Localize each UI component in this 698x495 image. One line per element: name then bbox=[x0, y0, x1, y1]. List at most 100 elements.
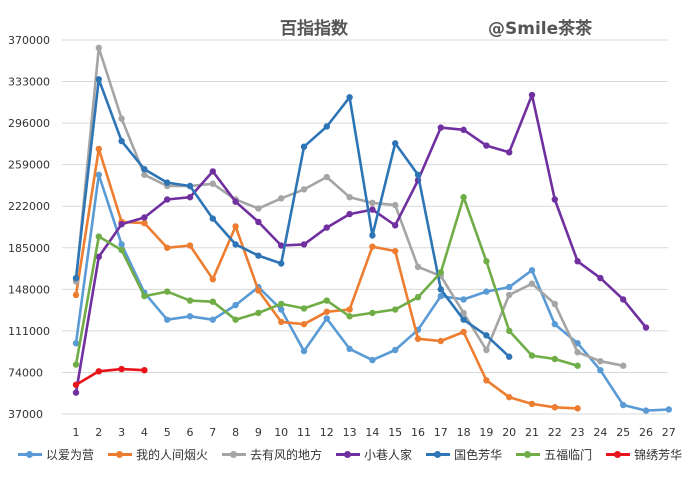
data-point bbox=[323, 297, 330, 304]
y-tick-label: 185000 bbox=[8, 242, 50, 255]
data-point bbox=[620, 401, 627, 409]
data-point bbox=[551, 300, 558, 308]
data-point bbox=[506, 393, 513, 401]
data-point bbox=[186, 242, 194, 249]
series-line bbox=[75, 367, 145, 386]
x-tick-label: 26 bbox=[639, 426, 653, 439]
x-tick-label: 13 bbox=[343, 426, 357, 439]
data-point bbox=[483, 258, 490, 265]
legend-swatch bbox=[222, 451, 247, 458]
data-point bbox=[392, 140, 399, 147]
data-point bbox=[72, 340, 80, 347]
x-tick-label: 10 bbox=[274, 426, 288, 439]
x-tick-label: 12 bbox=[320, 426, 334, 439]
data-point bbox=[232, 301, 239, 309]
data-point bbox=[186, 182, 194, 190]
data-point bbox=[141, 214, 148, 221]
data-point bbox=[346, 210, 353, 218]
data-point bbox=[141, 219, 148, 227]
series-国色芳华 bbox=[72, 76, 513, 360]
data-point bbox=[141, 292, 148, 300]
data-point bbox=[460, 296, 467, 303]
series-line bbox=[74, 93, 648, 393]
data-point bbox=[255, 309, 262, 317]
data-point bbox=[300, 320, 308, 328]
legend-swatch bbox=[18, 451, 42, 458]
data-point bbox=[392, 306, 399, 313]
x-tick-label: 1 bbox=[73, 426, 80, 439]
data-point bbox=[255, 252, 262, 259]
data-point bbox=[460, 328, 467, 336]
data-point bbox=[483, 142, 490, 149]
series-line bbox=[74, 195, 578, 367]
legend-swatch bbox=[336, 451, 361, 458]
x-tick-label: 14 bbox=[365, 426, 379, 439]
data-point bbox=[414, 335, 422, 342]
chart-legend: 以爱为营 我的人间烟火 去有风的地方 小巷人家 国色芳华 五福临门 锦绣芳华 bbox=[18, 446, 682, 463]
data-point bbox=[95, 253, 103, 260]
chart-title: 百指指数 bbox=[280, 19, 348, 39]
data-point bbox=[597, 366, 604, 374]
data-point bbox=[506, 283, 513, 291]
data-point bbox=[551, 404, 558, 411]
data-point bbox=[392, 222, 399, 229]
data-point bbox=[278, 260, 285, 267]
x-tick-label: 8 bbox=[232, 426, 239, 439]
data-point bbox=[574, 340, 581, 347]
data-point bbox=[392, 201, 399, 209]
data-point bbox=[597, 274, 604, 282]
data-point bbox=[232, 241, 239, 248]
data-point bbox=[209, 180, 216, 187]
data-point bbox=[437, 337, 444, 345]
data-point bbox=[460, 316, 467, 323]
legend-label: 我的人间烟火 bbox=[136, 448, 209, 462]
data-point bbox=[346, 94, 353, 101]
legend-label: 去有风的地方 bbox=[250, 448, 323, 462]
legend-label: 国色芳华 bbox=[454, 448, 503, 462]
x-tick-label: 3 bbox=[118, 426, 125, 439]
data-point bbox=[528, 352, 536, 359]
data-point bbox=[528, 91, 536, 99]
legend-item: 国色芳华 bbox=[426, 446, 502, 463]
data-point bbox=[483, 288, 490, 295]
data-point bbox=[369, 309, 376, 317]
y-tick-label: 148000 bbox=[8, 283, 50, 296]
data-point bbox=[346, 194, 353, 201]
data-point bbox=[164, 244, 171, 251]
x-tick-label: 22 bbox=[548, 426, 562, 439]
data-point bbox=[232, 198, 239, 205]
data-point bbox=[118, 365, 125, 373]
data-point bbox=[323, 224, 330, 231]
legend-label: 以爱为营 bbox=[46, 448, 95, 462]
y-tick-labels: 37000 74000 111000 148000 185000 222000 259000… bbox=[8, 34, 50, 421]
data-point bbox=[72, 361, 80, 368]
data-point bbox=[642, 407, 650, 414]
x-tick-label: 18 bbox=[457, 426, 471, 439]
y-tick-label: 37000 bbox=[8, 408, 43, 421]
x-tick-labels: 1 2 3 4 5 6 7 8 9 10 11 12 13 14 15 16 17 18 19 20 21 22 23 24 2… bbox=[73, 426, 676, 439]
data-point bbox=[574, 362, 581, 369]
data-point bbox=[255, 218, 262, 226]
data-point bbox=[323, 308, 330, 315]
legend-item: 我的人间烟火 bbox=[108, 446, 208, 463]
data-point bbox=[95, 171, 103, 178]
data-point bbox=[414, 263, 422, 271]
data-point bbox=[323, 123, 330, 130]
data-point bbox=[574, 258, 581, 265]
data-point bbox=[72, 274, 80, 282]
data-point bbox=[620, 362, 627, 369]
data-point bbox=[209, 215, 216, 222]
data-point bbox=[392, 247, 399, 255]
data-point bbox=[232, 316, 239, 323]
data-point bbox=[209, 298, 216, 305]
data-point bbox=[597, 358, 604, 365]
legend-swatch bbox=[108, 451, 133, 458]
x-tick-label: 9 bbox=[255, 426, 262, 439]
series-line bbox=[74, 147, 578, 410]
x-tick-label: 15 bbox=[388, 426, 402, 439]
data-point bbox=[278, 242, 285, 249]
series-五福临门 bbox=[72, 194, 581, 369]
data-point bbox=[141, 165, 148, 173]
x-tick-label: 11 bbox=[297, 426, 311, 439]
